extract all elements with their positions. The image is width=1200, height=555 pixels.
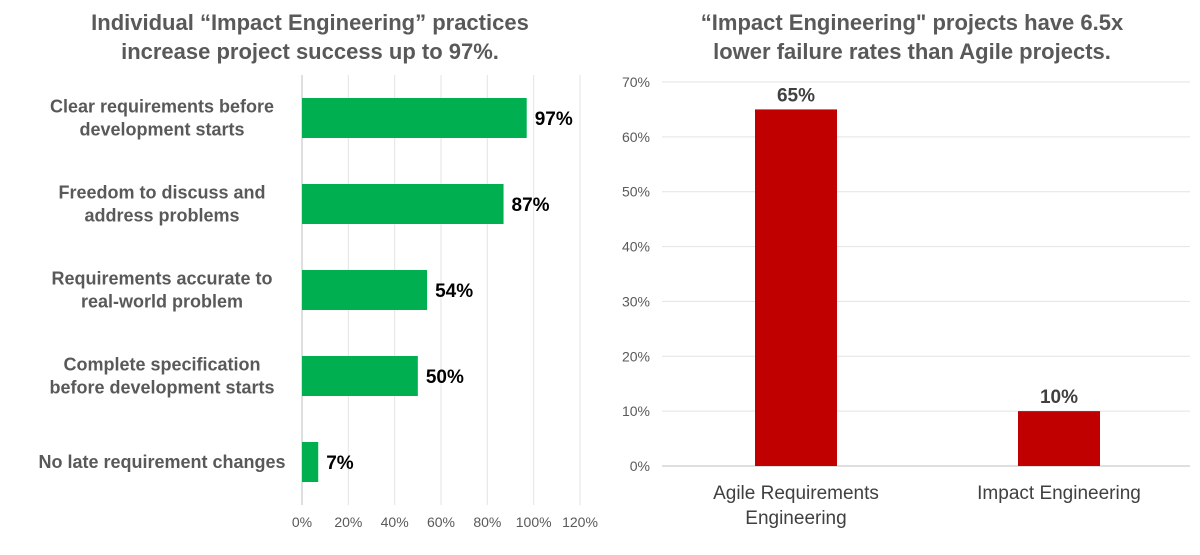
chart2-data-label: 10% [1040,387,1078,408]
chart2-bar [1018,411,1100,466]
chart1-x-tick-label: 0% [292,514,312,530]
chart2-bar [755,109,837,466]
chart1-data-label: 97% [535,109,573,130]
chart2-y-tick-label: 30% [622,293,650,309]
chart1-title-line: Individual “Impact Engineering” practice… [91,10,529,35]
chart1-bar [302,184,504,224]
chart1-category-label: before development starts [49,378,274,398]
chart1-bar [302,98,527,138]
chart2-title-line: “Impact Engineering" projects have 6.5x [701,10,1124,35]
chart2-y-tick-label: 70% [622,74,650,90]
chart1-x-tick-label: 80% [473,514,501,530]
chart1-x-tick-label: 120% [562,514,598,530]
chart2-y-tick-label: 20% [622,348,650,364]
chart2-title-line: lower failure rates than Agile projects. [713,39,1111,64]
chart2-category-label: Impact Engineering [977,483,1141,504]
chart1-category-label: Freedom to discuss and [58,183,265,203]
chart1-x-tick-label: 40% [381,514,409,530]
practices-success-chart: Individual “Impact Engineering” practice… [38,10,597,530]
chart2-y-tick-label: 0% [630,458,650,474]
chart1-data-label: 87% [512,195,550,216]
chart1-bar [302,356,418,396]
failure-rate-chart: “Impact Engineering" projects have 6.5x l… [622,10,1190,529]
chart1-bar [302,270,428,310]
chart1-data-label: 50% [426,367,464,388]
chart2-data-label: 65% [777,85,815,106]
chart2-y-tick-label: 50% [622,184,650,200]
chart1-category-label: No late requirement changes [38,452,285,472]
chart1-x-tick-label: 20% [334,514,362,530]
chart2-y-tick-label: 40% [622,239,650,255]
chart1-category-label: Requirements accurate to [51,269,272,289]
chart1-category-label: Complete specification [63,355,260,375]
chart1-x-tick-label: 100% [516,514,552,530]
chart1-category-label: Clear requirements before [50,97,274,117]
chart1-category-label: real-world problem [81,292,243,312]
chart1-data-label: 7% [326,453,354,474]
chart2-y-tick-label: 60% [622,129,650,145]
chart2-category-label: Engineering [745,508,846,529]
chart2-y-tick-label: 10% [622,403,650,419]
chart1-title-line: increase project success up to 97%. [121,39,499,64]
chart1-data-label: 54% [435,281,473,302]
chart2-category-label: Agile Requirements [713,483,879,504]
chart1-x-tick-label: 60% [427,514,455,530]
chart1-category-label: development starts [79,120,244,140]
chart1-category-label: address problems [84,206,239,226]
chart1-bar [302,442,319,482]
